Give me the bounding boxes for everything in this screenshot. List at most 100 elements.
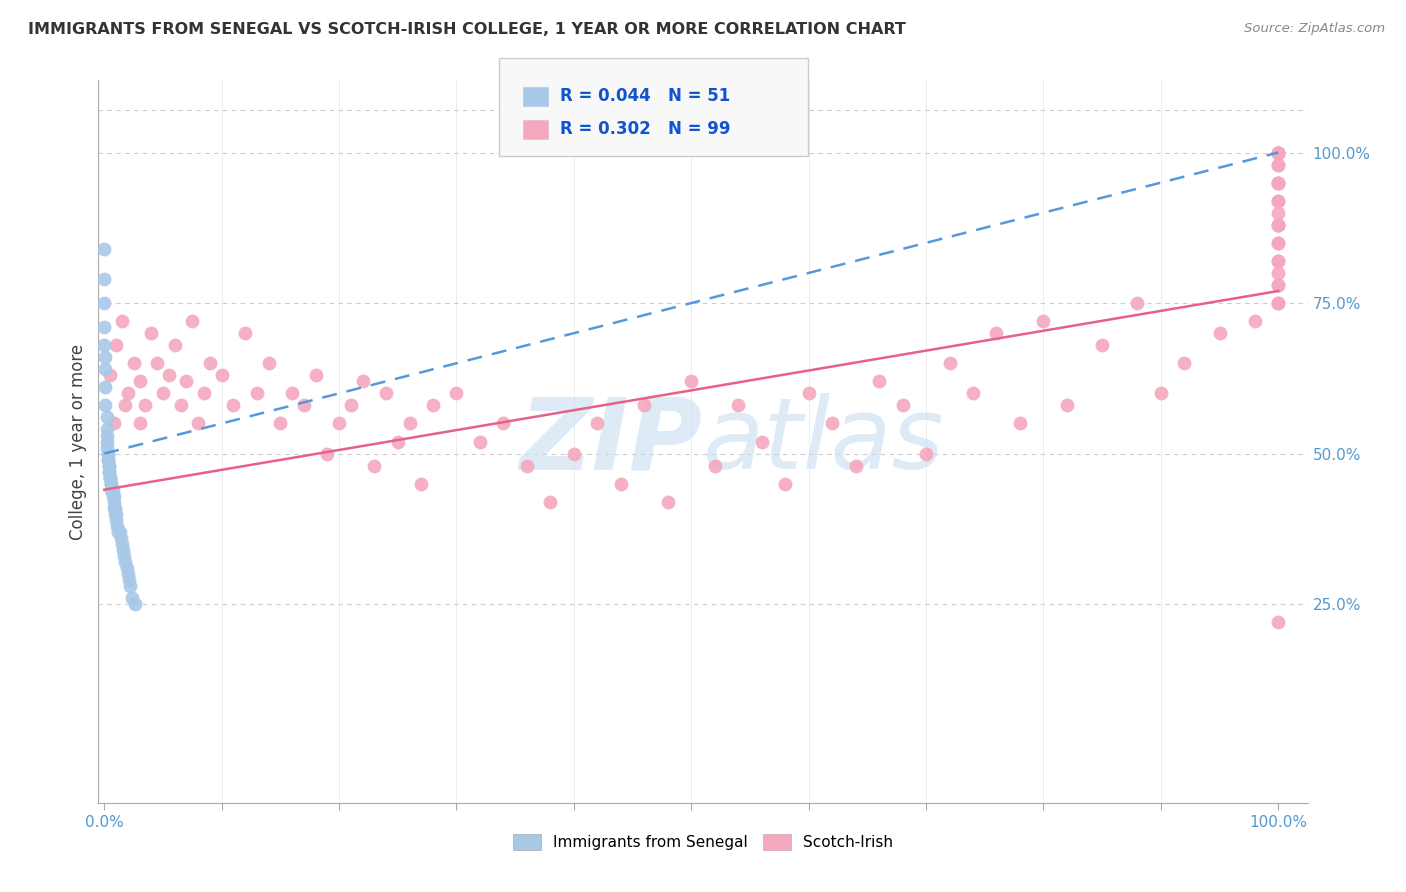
Point — [1208, 326, 1230, 341]
Point — [1267, 218, 1289, 232]
Point — [257, 356, 280, 370]
Point — [94, 350, 117, 364]
Point — [193, 386, 215, 401]
Point — [222, 398, 245, 412]
Point — [1267, 145, 1289, 160]
Point — [105, 513, 128, 527]
Point — [1267, 145, 1289, 160]
Point — [292, 398, 315, 412]
Point — [1267, 254, 1289, 268]
Point — [1091, 338, 1114, 352]
Point — [96, 423, 118, 437]
Point — [1267, 218, 1289, 232]
Point — [105, 507, 128, 521]
Point — [101, 483, 124, 497]
Point — [1267, 145, 1289, 160]
Point — [181, 314, 204, 328]
Point — [96, 434, 118, 449]
Point — [1243, 314, 1265, 328]
Point — [938, 356, 960, 370]
Point — [1267, 158, 1289, 172]
Point — [1267, 145, 1289, 160]
Point — [352, 375, 374, 389]
Point — [363, 458, 385, 473]
Point — [98, 458, 121, 473]
Point — [304, 368, 326, 383]
Text: ZIP: ZIP — [520, 393, 703, 490]
Point — [111, 537, 134, 551]
Point — [751, 434, 773, 449]
Point — [986, 326, 1008, 341]
Point — [97, 452, 120, 467]
Point — [1267, 205, 1289, 219]
Point — [100, 483, 122, 497]
Point — [657, 494, 679, 508]
Point — [114, 555, 136, 569]
Point — [103, 489, 125, 503]
Point — [586, 417, 609, 431]
Point — [110, 531, 132, 545]
Point — [141, 326, 163, 341]
Point — [538, 494, 561, 508]
Point — [211, 368, 233, 383]
Point — [117, 386, 139, 401]
Point — [96, 410, 118, 425]
Point — [845, 458, 868, 473]
Text: R = 0.302: R = 0.302 — [560, 120, 651, 138]
Point — [187, 417, 209, 431]
Point — [1008, 417, 1031, 431]
Point — [98, 471, 121, 485]
Point — [1267, 176, 1289, 190]
Point — [107, 524, 129, 539]
Text: Source: ZipAtlas.com: Source: ZipAtlas.com — [1244, 22, 1385, 36]
Point — [94, 362, 117, 376]
Point — [103, 500, 125, 515]
Point — [1267, 254, 1289, 268]
Point — [98, 368, 121, 383]
Point — [122, 356, 145, 370]
Point — [1267, 194, 1289, 208]
Point — [97, 446, 120, 460]
Point — [157, 368, 180, 383]
Point — [176, 375, 198, 389]
Point — [398, 417, 420, 431]
Point — [962, 386, 984, 401]
Point — [111, 314, 134, 328]
Point — [1267, 277, 1289, 292]
Point — [562, 446, 585, 460]
Point — [446, 386, 468, 401]
Point — [1056, 398, 1078, 412]
Point — [797, 386, 820, 401]
Point — [1267, 176, 1289, 190]
Text: IMMIGRANTS FROM SENEGAL VS SCOTCH-IRISH COLLEGE, 1 YEAR OR MORE CORRELATION CHAR: IMMIGRANTS FROM SENEGAL VS SCOTCH-IRISH … — [28, 22, 905, 37]
Point — [492, 417, 515, 431]
Point — [727, 398, 749, 412]
Point — [340, 398, 363, 412]
Point — [97, 452, 120, 467]
Point — [93, 296, 115, 310]
Text: N = 99: N = 99 — [668, 120, 730, 138]
Point — [124, 597, 146, 611]
Point — [233, 326, 256, 341]
Point — [1267, 235, 1289, 250]
Point — [703, 458, 725, 473]
Point — [104, 500, 127, 515]
Point — [104, 507, 127, 521]
Point — [103, 494, 125, 508]
Point — [411, 476, 433, 491]
Point — [105, 338, 128, 352]
Point — [94, 398, 117, 412]
Point — [93, 242, 115, 256]
Point — [146, 356, 169, 370]
Point — [328, 417, 350, 431]
Point — [98, 471, 121, 485]
Point — [375, 386, 398, 401]
Point — [516, 458, 538, 473]
Point — [163, 338, 186, 352]
Point — [269, 417, 291, 431]
Point — [121, 591, 143, 606]
Point — [773, 476, 796, 491]
Y-axis label: College, 1 year or more: College, 1 year or more — [69, 343, 87, 540]
Point — [868, 375, 890, 389]
Point — [891, 398, 914, 412]
